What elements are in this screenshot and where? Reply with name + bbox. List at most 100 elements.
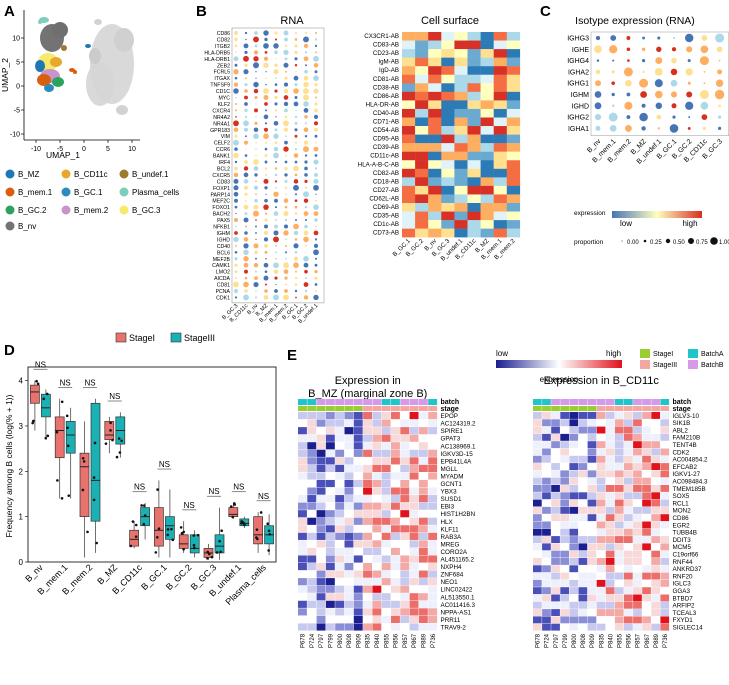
heat-cell [624, 558, 633, 565]
cs-cell [506, 143, 521, 152]
rna-gene-label: HLA-DRB1 [204, 57, 230, 63]
cs-cell [441, 40, 455, 50]
rna-gene-label: CXCR5 [212, 173, 230, 179]
iso-dot [671, 47, 677, 52]
iso-dot [611, 92, 615, 97]
heat-cell [596, 499, 606, 507]
rna-title: RNA [280, 15, 304, 27]
heat-cell [400, 547, 410, 556]
heat-cell [596, 587, 606, 595]
box-ytick-label: 0 [19, 558, 24, 567]
cs-cell [506, 57, 521, 67]
heat-cell [624, 601, 633, 609]
heat-gene-label: LINC02422 [441, 587, 473, 594]
rna-dot [294, 160, 298, 164]
heat-cell [335, 495, 345, 503]
rna-dot [294, 276, 298, 280]
heat-gene-label: IGLV3-10 [673, 413, 700, 420]
heat-cell [596, 565, 606, 573]
cs-cell [480, 126, 494, 135]
cs-cell [415, 194, 429, 204]
heat-cell [569, 419, 579, 427]
heat-cell [542, 448, 551, 456]
heat-cell [298, 525, 307, 533]
rna-dot [234, 76, 238, 80]
heat-cell [335, 600, 345, 608]
cs-cell [441, 168, 455, 178]
heat-cell [614, 433, 624, 441]
rna-dot [243, 243, 249, 249]
heat-cell [633, 572, 642, 580]
heat-cell [391, 600, 400, 608]
stage-cell [307, 406, 317, 411]
rna-dot [295, 32, 297, 34]
heat-cell [391, 578, 400, 586]
cs-cell [467, 83, 481, 93]
rna-dot [233, 56, 239, 62]
rna-dot [265, 193, 267, 195]
heat-cell [596, 521, 606, 529]
rna-dot [234, 231, 238, 235]
rna-dot [243, 256, 249, 262]
heat-cell [624, 543, 633, 551]
batch-cell [633, 399, 642, 405]
heat-gene-label: ABL2 [673, 427, 689, 434]
heat-cell [533, 433, 542, 441]
iso-legend-title: expression [574, 210, 606, 217]
box-point [243, 523, 246, 527]
heat-cell [307, 600, 317, 608]
cs-cell [467, 177, 481, 187]
cs-cell [506, 83, 521, 93]
stage-cell [614, 406, 624, 411]
cs-cell [480, 100, 494, 110]
heat-cell [551, 521, 560, 529]
heat-cell [325, 479, 335, 488]
cs-cell [428, 91, 442, 101]
cs-cell [415, 126, 429, 135]
cs-cell [467, 134, 481, 144]
iso-dot [687, 126, 691, 130]
rna-dot [255, 116, 257, 118]
heat-cell [605, 550, 615, 558]
heat-cell [633, 426, 642, 434]
rna-gene-label: FCRL5 [214, 70, 231, 76]
iso-proportion-title: proportion [574, 239, 604, 246]
heat-cell [642, 455, 651, 463]
legend-swatch-b-cd11c [61, 169, 71, 179]
heat-cell [533, 455, 542, 463]
cs-cell [441, 57, 455, 67]
heat-cell [428, 623, 438, 631]
heat-cell [325, 615, 335, 623]
heat-cell [614, 601, 624, 609]
heat-cell [660, 455, 670, 463]
heat-cell [344, 547, 354, 556]
heat-cell [344, 540, 354, 548]
heat-cell [605, 623, 615, 631]
heat-cell [542, 594, 551, 602]
rna-dot [264, 212, 268, 215]
rna-dot [293, 262, 299, 269]
box-point [215, 551, 219, 554]
e-legend-title: expression [540, 375, 579, 384]
rna-dot [253, 185, 259, 190]
heat-cell [344, 510, 354, 518]
heat-cell [578, 463, 588, 470]
legend-swatch-b-mem-2 [61, 205, 71, 215]
rna-dot [285, 283, 287, 286]
heat-cell [316, 495, 326, 503]
rna-dot [255, 238, 257, 241]
rna-dot [254, 276, 258, 280]
rna-dot [254, 173, 258, 177]
heat-cell [363, 525, 372, 533]
rna-dot [244, 276, 248, 280]
cs-marker-label: CD69-AB [373, 204, 399, 211]
rna-dot [283, 224, 289, 229]
heat-cell [353, 615, 363, 623]
box-body [165, 516, 175, 540]
heat-cell [363, 412, 372, 420]
heat-cell [551, 485, 560, 492]
box-legend-swatch [170, 332, 182, 343]
heat-cell [409, 540, 419, 548]
rna-dot [235, 225, 237, 228]
rna-dot [284, 173, 288, 177]
